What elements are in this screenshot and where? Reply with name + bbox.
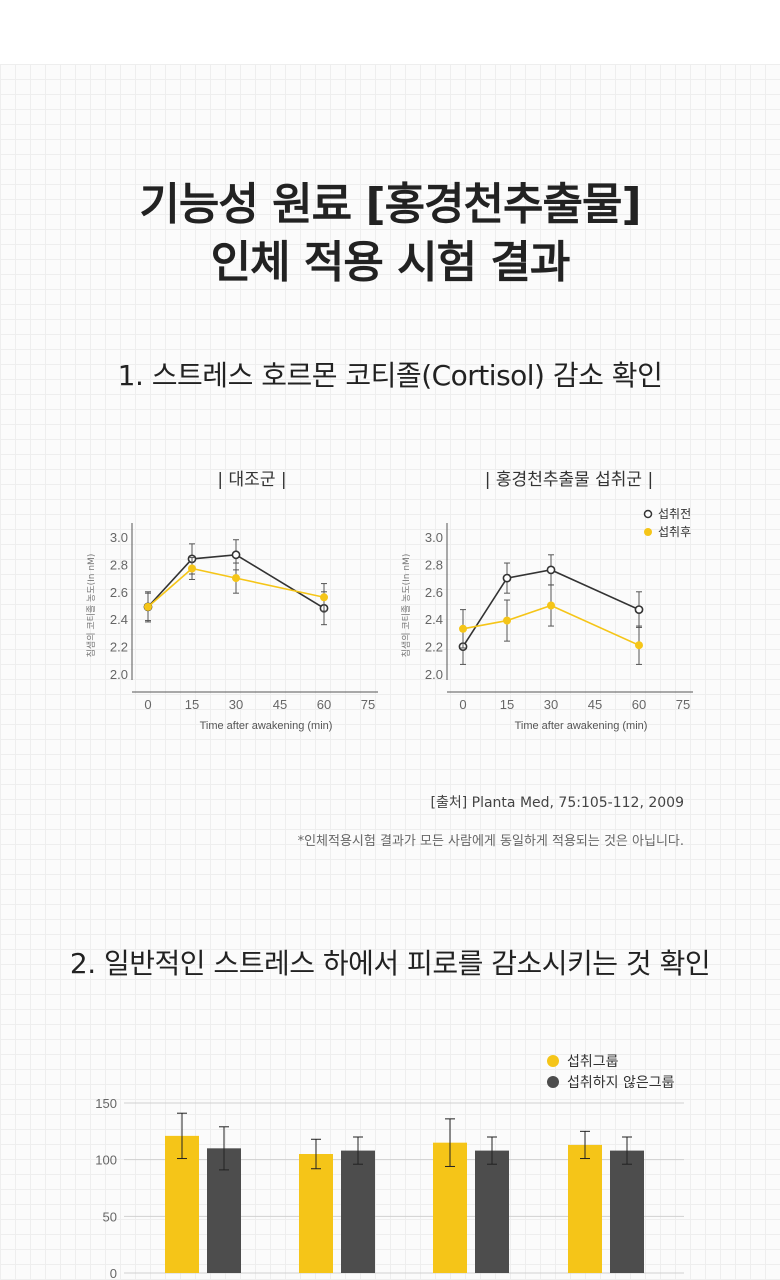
x-tick-label: 45 [588,697,602,712]
y-tick-label: 2.4 [110,612,128,627]
x-tick-label: 15 [185,697,199,712]
x-tick-label: 75 [361,697,375,712]
x-tick-label: 60 [317,697,331,712]
y-tick-label: 2.6 [425,585,443,600]
y-tick-label: 3.0 [110,530,128,545]
data-point-after [547,601,555,610]
chart-1-title: | 대조군 | [217,470,287,490]
y-tick-label: 2.0 [110,667,128,682]
y-tick-label: 0 [110,1266,117,1280]
legend-marker-before [643,509,653,519]
y-tick-label: 150 [95,1096,117,1111]
x-axis-title: Time after awakening (min) [200,720,333,732]
data-point-before [502,573,512,583]
legend-marker-after [644,528,652,536]
y-tick-label: 2.8 [110,557,128,572]
series-line-before [462,569,640,648]
page-title-line-2: 인체 적용 시험 결과 [210,237,571,288]
data-point-after [232,574,240,583]
x-tick-label: 30 [229,697,243,712]
y-tick-label: 3.0 [425,530,443,545]
bar-not-taking-group [475,1150,509,1273]
section-2-title: 2. 일반적인 스트레스 하에서 피로를 감소시키는 것 확인 [69,947,711,980]
legend-marker [547,1055,559,1067]
grid-paper-background [0,64,780,1280]
data-point-before [634,605,644,615]
x-axis-title: Time after awakening (min) [515,720,648,732]
data-point-after [459,624,467,633]
y-tick-label: 2.2 [110,640,128,655]
legend-label: 섭취그룹 [567,1054,619,1070]
bar-not-taking-group [341,1150,375,1273]
y-tick-label: 50 [103,1209,117,1224]
y-tick-label: 2.2 [425,640,443,655]
data-point-after [144,602,152,611]
series-line-after [462,604,640,646]
bar-taking-group [568,1144,602,1273]
y-tick-label: 2.0 [425,667,443,682]
data-point-before [231,550,241,560]
section-1-title: 1. 스트레스 호르몬 코티졸(Cortisol) 감소 확인 [117,359,663,392]
data-point-after [320,593,328,602]
x-tick-label: 0 [144,697,151,712]
x-tick-label: 60 [632,697,646,712]
data-point-after [188,564,196,573]
y-tick-label: 2.6 [110,585,128,600]
y-axis-title: 침샘의 코티졸 농도(In nM) [401,554,412,658]
legend-label: 섭취후 [658,525,691,539]
y-axis-title: 침샘의 코티졸 농도(In nM) [86,554,97,658]
x-tick-label: 30 [544,697,558,712]
data-point-after [635,641,643,650]
legend-label: 섭취하지 않은그룹 [567,1075,675,1091]
legend-label: 섭취전 [658,507,691,521]
x-tick-label: 75 [676,697,690,712]
legend-marker [547,1076,559,1088]
bar-not-taking-group [610,1150,644,1273]
x-tick-label: 0 [459,697,466,712]
series-line-before [147,553,325,609]
x-tick-label: 45 [273,697,287,712]
y-tick-label: 2.4 [425,612,443,627]
y-tick-label: 2.8 [425,557,443,572]
page-title-line-1: 기능성 원료 [홍경천추출물] [139,179,641,230]
x-tick-label: 15 [500,697,514,712]
disclaimer-note: *인체적용시험 결과가 모든 사람에게 동일하게 적용되는 것은 아닙니다. [297,834,684,849]
series-line-after [147,567,325,608]
source-citation: [출처] Planta Med, 75:105-112, 2009 [430,795,684,811]
chart-2-title: | 홍경천추출물 섭취군 | [484,470,654,490]
y-tick-label: 100 [95,1153,117,1168]
bar-taking-group [299,1154,333,1273]
data-point-after [503,616,511,625]
data-point-before [546,565,556,575]
